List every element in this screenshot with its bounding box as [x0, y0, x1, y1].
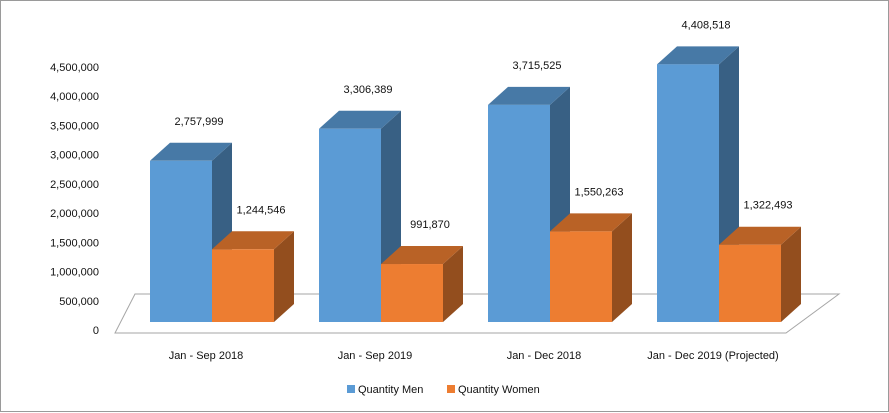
data-label-men: 4,408,518 — [682, 19, 731, 31]
data-label-women: 1,322,493 — [744, 200, 793, 212]
bar-women — [381, 246, 463, 322]
y-tick-label: 4,500,000 — [50, 62, 99, 74]
y-tick-label: 1,500,000 — [50, 237, 99, 249]
data-label-men: 2,757,999 — [175, 116, 224, 128]
category-label: Jan - Dec 2019 (Projected) — [647, 350, 778, 362]
data-label-women: 1,244,546 — [237, 204, 286, 216]
data-label-men: 3,715,525 — [513, 60, 562, 72]
category-label: Jan - Sep 2019 — [338, 350, 413, 362]
y-tick-label: 500,000 — [59, 296, 99, 308]
legend-item-men: Quantity Men — [347, 384, 423, 396]
data-label-women: 1,550,263 — [575, 186, 624, 198]
y-axis-ticks: 0 500,000 1,000,000 1,500,000 2,000,000 2,500… — [50, 62, 99, 337]
legend-label: Quantity Women — [458, 384, 540, 396]
legend-swatch — [347, 385, 355, 393]
bar-women — [212, 231, 294, 322]
y-tick-label: 0 — [93, 325, 99, 337]
data-label-women: 991,870 — [410, 219, 450, 231]
y-tick-label: 2,000,000 — [50, 208, 99, 220]
y-tick-label: 1,000,000 — [50, 267, 99, 279]
bar-women — [550, 213, 632, 322]
legend-item-women: Quantity Women — [447, 384, 540, 396]
data-label-men: 3,306,389 — [344, 84, 393, 96]
y-tick-label: 4,000,000 — [50, 91, 99, 103]
x-axis-categories: Jan - Sep 2018 Jan - Sep 2019 Jan - Dec 20… — [169, 350, 779, 362]
legend: Quantity Men Quantity Women — [347, 384, 540, 396]
category-label: Jan - Sep 2018 — [169, 350, 244, 362]
data-labels: 2,757,999 1,244,546 3,306,389 991,870 3,715,… — [175, 19, 793, 231]
bar-group — [150, 46, 801, 322]
y-tick-label: 3,500,000 — [50, 120, 99, 132]
y-tick-label: 3,000,000 — [50, 150, 99, 162]
y-tick-label: 2,500,000 — [50, 179, 99, 191]
bar-women — [719, 226, 801, 322]
category-label: Jan - Dec 2018 — [507, 350, 582, 362]
legend-label: Quantity Men — [358, 384, 423, 396]
legend-swatch — [447, 385, 455, 393]
